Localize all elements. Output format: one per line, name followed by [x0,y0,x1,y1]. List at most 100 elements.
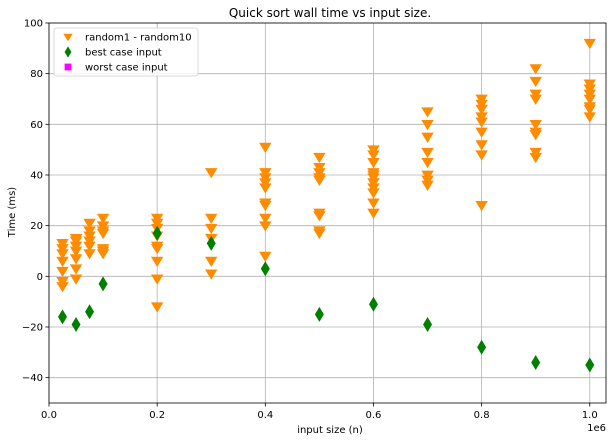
data-point [421,170,434,181]
data-point [69,254,83,265]
data-point [96,221,110,232]
data-point [421,147,434,159]
y-tick-label: 100 [24,19,43,30]
data-point [56,239,69,250]
x-tick-label: 0.6 [366,410,382,421]
plot-frame [48,22,607,404]
data-point [85,304,95,320]
x-axis-label: input size (n) [297,425,363,436]
legend-marker [64,63,72,71]
legend-label: best case input [85,48,162,59]
data-point [367,208,380,219]
data-point [152,225,162,241]
data-point [205,213,218,224]
data-point [583,38,596,50]
data-point [205,168,218,179]
axis-ticks: 0.0 0.2 0.4 0.6 0.8 1.0 −40 −20 0 20 40 60 80 100 [22,19,598,422]
data-point [96,244,110,255]
x-tick-label: 1.0 [582,410,598,421]
data-point [69,274,83,285]
legend-label: random1 - random10 [85,33,192,44]
data-point [529,119,542,131]
data-point [421,119,434,131]
data-point [529,147,542,159]
data-point [475,201,488,212]
data-point [421,157,434,169]
data-point [421,107,434,118]
data-points [56,38,596,373]
data-point [475,150,488,161]
x-tick-label: 0.4 [257,410,273,421]
data-point [475,94,488,105]
data-point [583,102,596,113]
data-point [259,251,272,262]
data-point [83,226,96,237]
data-point [367,157,380,169]
legend-marker [63,33,73,42]
data-point [367,198,380,209]
data-point [150,302,164,313]
data-point [56,277,69,288]
x-tick-label: 0.0 [41,410,57,421]
y-tick-label: 60 [30,120,43,131]
data-point [69,233,83,245]
data-point [529,76,542,88]
legend-label: worst case input [85,63,168,74]
x-tick-label: 0.8 [474,410,490,421]
series-group [56,38,596,313]
chart-title: Quick sort wall time vs input size. [229,6,431,20]
legend-box [53,27,199,77]
data-point [421,132,434,143]
data-point [259,168,272,179]
data-point [150,241,164,252]
data-point [475,127,488,138]
y-tick-label: −20 [22,323,43,334]
data-point [583,112,596,123]
data-point [83,249,96,260]
data-point [529,89,542,100]
data-point [531,354,541,370]
series-group [58,225,595,373]
data-point [313,152,326,164]
y-tick-label: 80 [30,69,43,80]
y-tick-label: −40 [22,373,43,384]
data-point [475,140,488,151]
data-point [368,296,378,312]
data-point [475,112,488,123]
data-point [313,163,326,174]
legend: random1 - random10 best case input worst c… [53,27,199,77]
y-tick-label: 40 [30,171,43,182]
data-point [56,256,69,268]
data-point [150,256,164,268]
data-point [69,264,83,275]
data-point [96,213,110,224]
data-point [150,274,164,285]
data-point [313,226,326,237]
data-point [423,316,433,332]
data-point [259,142,272,154]
data-point [477,339,487,355]
data-point [58,309,68,325]
y-axis-label: Time (ms) [7,187,18,239]
x-tick-label: 0.2 [149,410,165,421]
legend-marker [64,46,72,58]
data-point [206,235,216,251]
data-point [529,127,542,138]
data-point [313,208,326,219]
data-point [529,64,542,75]
data-point [314,306,324,322]
data-point [71,316,81,332]
data-point [259,221,272,232]
data-point [585,357,595,373]
data-point [583,79,596,90]
data-point [205,269,218,280]
data-point [367,168,380,179]
data-point [259,213,272,224]
data-point [367,145,380,156]
data-point [56,266,69,278]
data-point [98,276,108,292]
data-point [150,213,164,224]
data-point [260,261,270,277]
data-point [205,223,218,235]
